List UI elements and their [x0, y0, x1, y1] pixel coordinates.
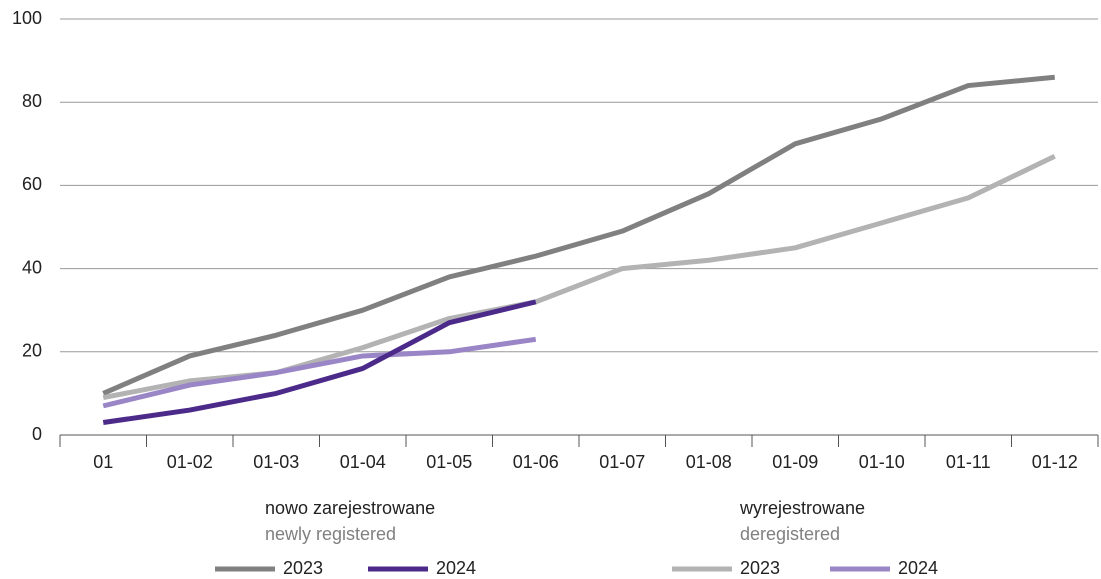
- y-tick-label: 20: [22, 341, 42, 361]
- x-tick-label: 01-07: [599, 452, 645, 472]
- legend-label: 2023: [283, 558, 323, 578]
- x-tick-label: 01-03: [253, 452, 299, 472]
- legend-label: 2024: [436, 558, 476, 578]
- x-tick-label: 01-09: [772, 452, 818, 472]
- x-tick-label: 01: [93, 452, 113, 472]
- y-tick-label: 100: [12, 8, 42, 28]
- x-tick-label: 01-04: [340, 452, 386, 472]
- line: [102, 299, 537, 425]
- x-tick-label: 01-08: [686, 452, 732, 472]
- y-tick-label: 40: [22, 257, 42, 277]
- x-tick-label: 01-06: [513, 452, 559, 472]
- x-tick-label: 01-12: [1032, 452, 1078, 472]
- line: [102, 336, 537, 409]
- x-tick-label: 01-02: [167, 452, 213, 472]
- x-tick-label: 01-05: [426, 452, 472, 472]
- line: [102, 74, 1055, 396]
- line: [102, 154, 1056, 401]
- legend-group-subtitle: newly registered: [265, 524, 396, 544]
- legend-group-title: wyrejestrowane: [739, 498, 865, 518]
- legend-label: 2023: [740, 558, 780, 578]
- legend-group-title: nowo zarejestrowane: [265, 498, 435, 518]
- y-tick-label: 80: [22, 91, 42, 111]
- legend-label: 2024: [898, 558, 938, 578]
- legend-group-subtitle: deregistered: [740, 524, 840, 544]
- y-tick-label: 60: [22, 174, 42, 194]
- x-tick-label: 01-11: [946, 452, 991, 472]
- x-tick-label: 01-10: [859, 452, 905, 472]
- y-tick-label: 0: [32, 424, 42, 444]
